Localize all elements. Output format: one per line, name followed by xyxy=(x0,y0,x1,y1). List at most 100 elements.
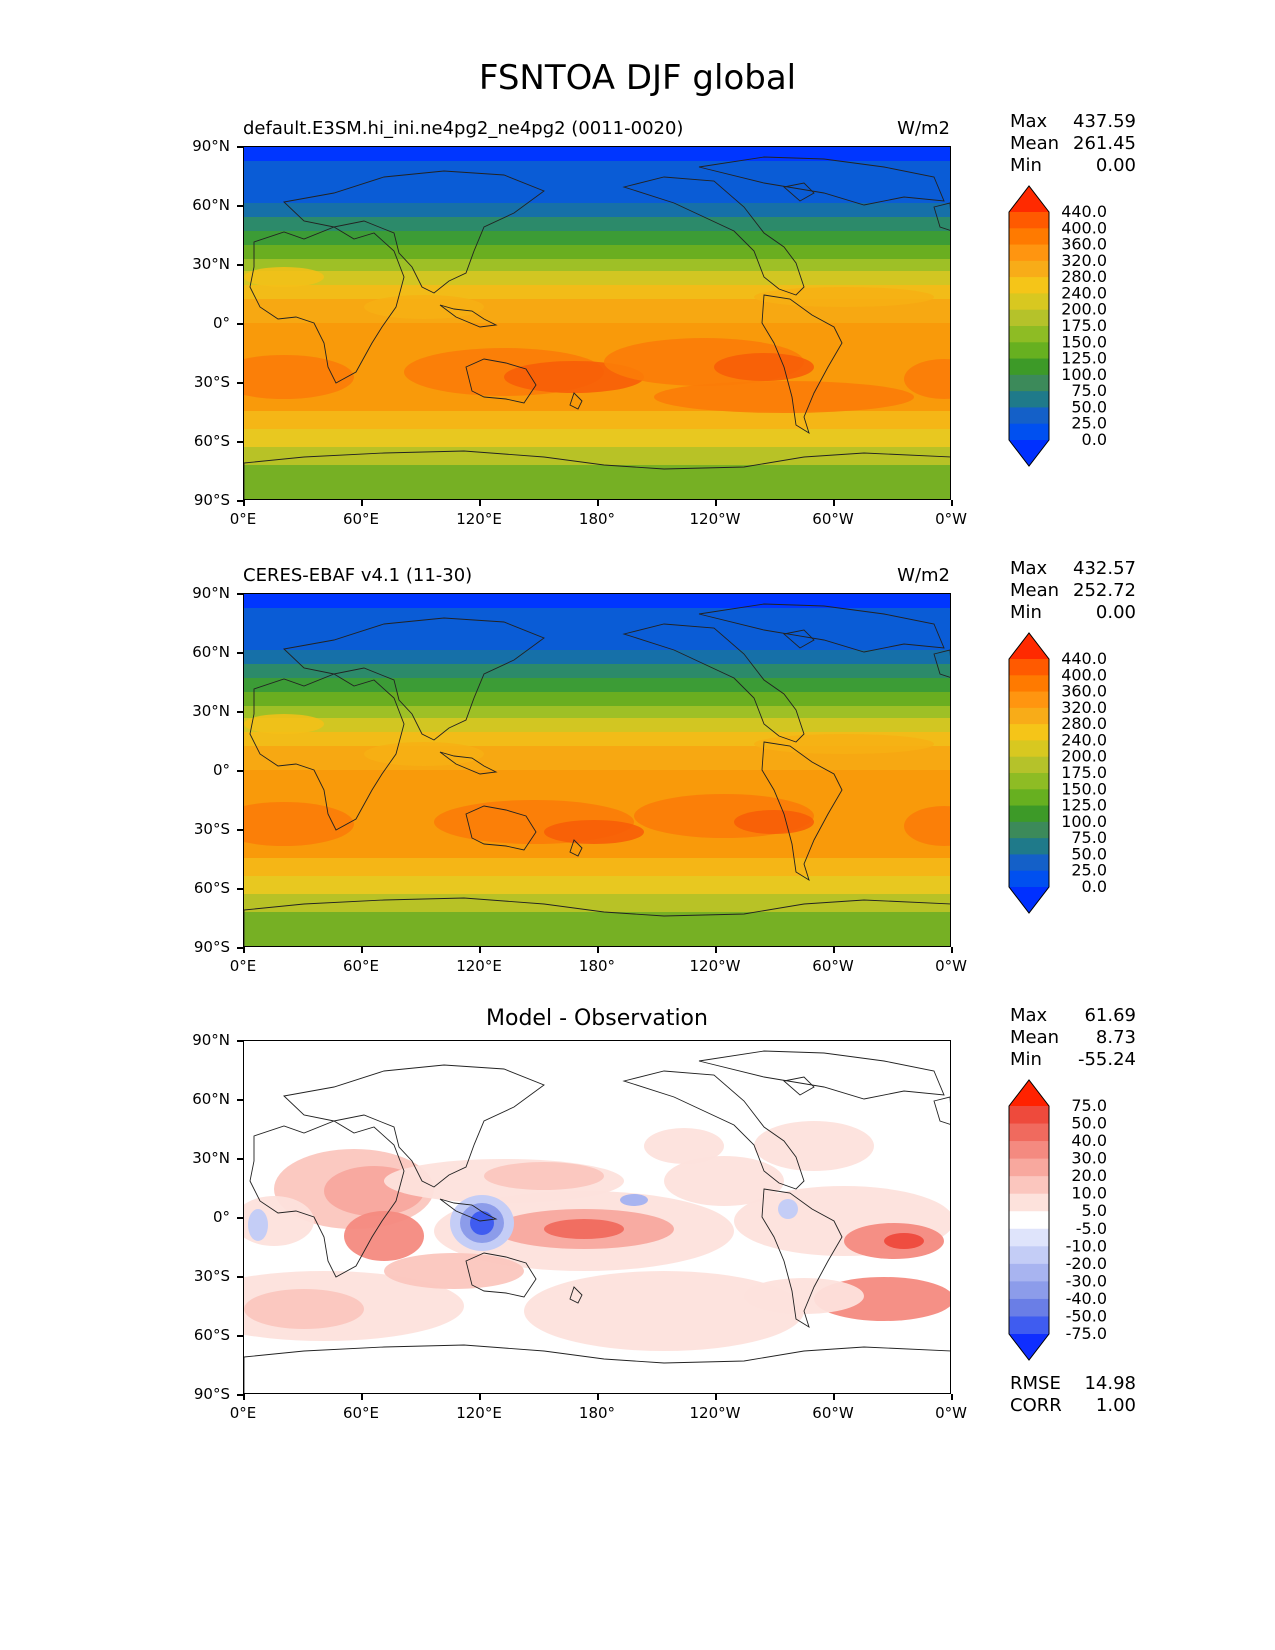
field-warm-zone xyxy=(244,802,354,846)
colorbar-label: 280.0 xyxy=(1061,267,1107,286)
field-cloud-zone xyxy=(244,714,324,734)
field-band xyxy=(244,429,950,447)
field-band xyxy=(244,608,950,650)
stat-name: Mean xyxy=(1010,1027,1060,1048)
colorbar-segment xyxy=(1009,1281,1049,1300)
lon-tick-label: 180° xyxy=(578,510,616,528)
coastline xyxy=(249,226,405,384)
colorbar-segment xyxy=(1009,391,1049,408)
colorbar-svg: 440.0400.0360.0320.0280.0240.0200.0175.0… xyxy=(1008,632,1107,914)
colorbar-label: 150.0 xyxy=(1061,779,1107,798)
stat-row: RMSE 14.98 xyxy=(1010,1373,1136,1395)
lon-tick-label: 120°E xyxy=(456,1404,502,1422)
lat-tick-mark xyxy=(237,888,243,890)
lat-tick-label: 60°N xyxy=(192,643,230,661)
stat-row: Min 0.00 xyxy=(1010,155,1136,177)
lon-tick-mark xyxy=(243,947,245,953)
colorbar-segment xyxy=(1009,773,1049,790)
lat-tick-mark xyxy=(237,1335,243,1337)
diff-positive-blob xyxy=(544,1219,624,1239)
field-band xyxy=(244,231,950,245)
field-cloud-zone xyxy=(244,267,324,287)
lat-tick-mark xyxy=(237,829,243,831)
stat-row: Mean 252.72 xyxy=(1010,580,1136,602)
colorbar-label: 25.0 xyxy=(1071,414,1107,433)
field-cloud-zone xyxy=(364,742,484,766)
lon-tick-label: 60°E xyxy=(342,957,380,975)
coastline xyxy=(698,156,945,206)
colorbar-label: 75.0 xyxy=(1071,381,1107,400)
diff-positive-blob xyxy=(384,1253,524,1289)
colorbar-label: 175.0 xyxy=(1061,763,1107,782)
panel-1-units: W/m2 xyxy=(897,118,950,139)
field-band xyxy=(244,706,950,718)
lat-tick-mark xyxy=(237,1099,243,1101)
diff-positive-blob xyxy=(754,1121,874,1171)
coastline xyxy=(933,1096,950,1125)
coastline xyxy=(622,1070,805,1190)
stat-name: RMSE xyxy=(1010,1373,1061,1394)
coastline xyxy=(783,182,815,202)
colorbar-segment xyxy=(1009,707,1049,725)
lon-tick-label: 120°E xyxy=(456,957,502,975)
lat-tick-mark xyxy=(237,264,243,266)
colorbar-extend-max xyxy=(1009,633,1049,659)
stat-name: CORR xyxy=(1010,1395,1062,1416)
field-warm-zone xyxy=(734,810,814,834)
field-band xyxy=(244,894,950,912)
field-warm-zone xyxy=(544,820,644,844)
diff-negative-blob xyxy=(470,1211,494,1235)
stat-row: Min 0.00 xyxy=(1010,602,1136,624)
lat-tick-mark xyxy=(237,500,243,502)
colorbar-segment xyxy=(1009,260,1049,278)
colorbar-extend-min xyxy=(1009,887,1049,913)
lon-tick-label: 0°E xyxy=(229,957,257,975)
colorbar-label: 30.0 xyxy=(1071,1149,1107,1168)
panel-3-stats: Max 61.69 Mean 8.73 Min -55.24 xyxy=(1010,1005,1136,1071)
stat-value: 261.45 xyxy=(1073,133,1136,154)
colorbar-label: 175.0 xyxy=(1061,316,1107,335)
colorbar-segment xyxy=(1009,740,1049,758)
panel-2-title: CERES-EBAF v4.1 (11-30) xyxy=(243,565,473,586)
colorbar-label: 125.0 xyxy=(1061,349,1107,368)
lat-tick-mark xyxy=(237,1158,243,1160)
colorbar-segment xyxy=(1009,1228,1049,1247)
field-warm-zone xyxy=(244,355,354,399)
field-band xyxy=(244,678,950,692)
stat-name: Max xyxy=(1010,558,1048,579)
coastline xyxy=(439,1198,498,1222)
panel-3-map xyxy=(243,1040,951,1394)
diff-positive-blob xyxy=(344,1211,424,1261)
coastline xyxy=(465,358,537,404)
colorbar-label: 440.0 xyxy=(1061,649,1107,668)
colorbar-label: 0.0 xyxy=(1082,877,1107,896)
lat-tick-mark xyxy=(237,146,243,148)
stat-value: 0.00 xyxy=(1095,155,1136,176)
lat-tick-label: 0° xyxy=(212,314,230,332)
lat-tick-label: 60°S xyxy=(193,879,230,897)
field-band xyxy=(244,912,950,946)
colorbar-label: 360.0 xyxy=(1061,235,1107,254)
colorbar-label: 100.0 xyxy=(1061,812,1107,831)
lat-tick-label: 60°N xyxy=(192,196,230,214)
diff-negative-blob xyxy=(620,1194,648,1206)
coastline xyxy=(439,751,498,775)
lon-tick-mark xyxy=(479,947,481,953)
field-band xyxy=(244,664,950,678)
panel-3-title: Model - Observation xyxy=(486,1006,708,1031)
lon-tick-mark xyxy=(361,947,363,953)
colorbar-label: 0.0 xyxy=(1082,430,1107,449)
lon-tick-mark xyxy=(597,947,599,953)
diff-positive-blob xyxy=(524,1271,804,1351)
stat-row: Mean 8.73 xyxy=(1010,1027,1136,1049)
diff-positive-blob xyxy=(884,1233,924,1249)
colorbar-outline xyxy=(1008,632,1050,914)
lat-tick-mark xyxy=(237,711,243,713)
colorbar-segment xyxy=(1009,1123,1049,1142)
colorbar-label: 125.0 xyxy=(1061,796,1107,815)
lon-tick-label: 0°E xyxy=(229,510,257,528)
coastline xyxy=(698,603,945,653)
diff-negative-blob xyxy=(778,1199,798,1219)
lat-tick-mark xyxy=(237,441,243,443)
lat-tick-label: 90°N xyxy=(192,1031,230,1049)
